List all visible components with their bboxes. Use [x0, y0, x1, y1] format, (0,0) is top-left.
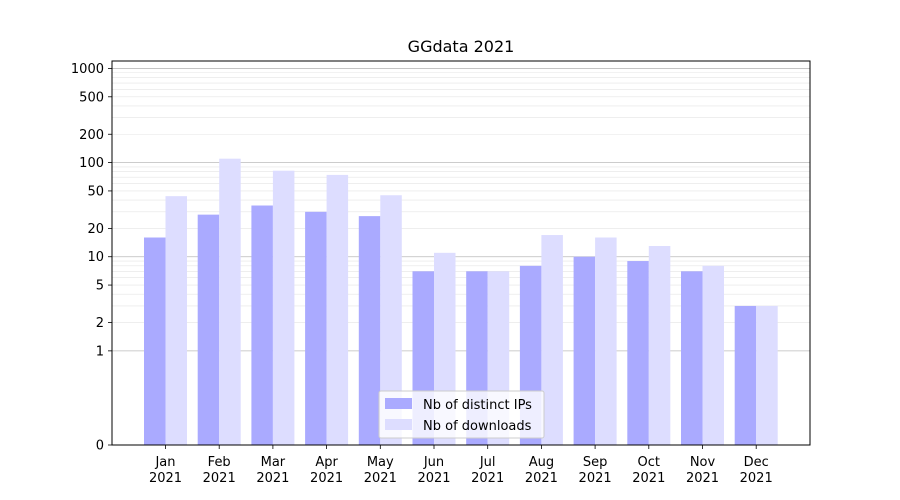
bar-distinct-ips-jan: [144, 237, 166, 445]
x-tick-label-year: 2021: [417, 471, 450, 486]
bar-downloads-oct: [648, 246, 671, 445]
x-tick-label-month: Nov: [690, 455, 716, 470]
plot-frame: [111, 60, 811, 446]
x-tick-label-year: 2021: [203, 471, 236, 486]
bar-downloads-dec: [756, 305, 778, 445]
x-tick-label-month: Sep: [583, 455, 608, 470]
x-tick-label-month: Mar: [261, 455, 286, 470]
bar-downloads-mar: [272, 170, 295, 445]
x-tick-label-month: Apr: [315, 455, 338, 470]
x-tick-label-month: Jul: [479, 455, 496, 470]
y-tick-label: 100: [79, 156, 104, 171]
y-axis: 0 1 2 5 10 20 50 100 200 500 1000: [71, 62, 112, 454]
bar-distinct-ips-nov: [681, 271, 703, 445]
y-tick-label: 1000: [71, 62, 104, 77]
x-tick-label-month: Jan: [154, 455, 175, 470]
y-tick-label: 200: [79, 128, 104, 143]
y-tick-label: 50: [87, 184, 104, 199]
bar-downloads-nov: [702, 265, 724, 445]
x-tick-label-month: Jun: [423, 455, 444, 470]
legend-label-distinct-ips: Nb of distinct IPs: [423, 398, 532, 413]
legend-swatch-downloads: [385, 419, 412, 430]
bar-distinct-ips-sep: [573, 256, 596, 445]
x-tick-label-month: Dec: [744, 455, 769, 470]
y-tick-label: 1: [96, 344, 104, 359]
y-tick-label: 20: [87, 222, 104, 237]
bar-distinct-ips-oct: [627, 261, 649, 445]
x-tick-label-year: 2021: [256, 471, 289, 486]
y-tick-label: 5: [96, 279, 104, 294]
x-tick-label-month: Oct: [638, 455, 660, 470]
bar-downloads-apr: [326, 174, 349, 446]
bar-distinct-ips-dec: [734, 305, 757, 445]
x-tick-label-year: 2021: [686, 471, 719, 486]
bar-distinct-ips-mar: [251, 205, 273, 445]
y-tick-label: 500: [79, 90, 104, 105]
x-tick-label-month: Feb: [208, 455, 231, 470]
x-tick-label-month: May: [367, 455, 394, 470]
bar-distinct-ips-may: [358, 216, 381, 445]
x-tick-label-year: 2021: [525, 471, 558, 486]
x-tick-label-year: 2021: [364, 471, 397, 486]
x-tick-label-year: 2021: [471, 471, 504, 486]
legend-label-downloads: Nb of downloads: [423, 419, 532, 434]
bar-distinct-ips-apr: [305, 211, 327, 445]
bar-downloads-sep: [595, 237, 617, 445]
x-tick-label-year: 2021: [149, 471, 182, 486]
legend: Nb of distinct IPs Nb of downloads: [378, 390, 545, 439]
legend-swatch-distinct-ips: [385, 398, 412, 409]
bar-downloads-aug: [541, 235, 563, 445]
bar-downloads-jan: [165, 196, 187, 445]
bars: [144, 158, 778, 446]
x-tick-label-month: Aug: [529, 455, 554, 470]
chart-title: GGdata 2021: [408, 37, 515, 56]
legend-box: [378, 390, 545, 439]
y-tick-label: 0: [96, 439, 104, 454]
y-tick-label: 10: [87, 250, 104, 265]
bar-downloads-may: [380, 195, 402, 445]
x-tick-label-year: 2021: [579, 471, 612, 486]
bar-downloads-feb: [219, 158, 241, 445]
x-tick-label-year: 2021: [632, 471, 665, 486]
y-tick-label: 2: [96, 316, 104, 331]
x-tick-label-year: 2021: [740, 471, 773, 486]
x-tick-label-year: 2021: [310, 471, 343, 486]
x-axis: Jan2021Feb2021Mar2021Apr2021May2021Jun20…: [149, 445, 773, 486]
bar-distinct-ips-feb: [197, 214, 220, 445]
